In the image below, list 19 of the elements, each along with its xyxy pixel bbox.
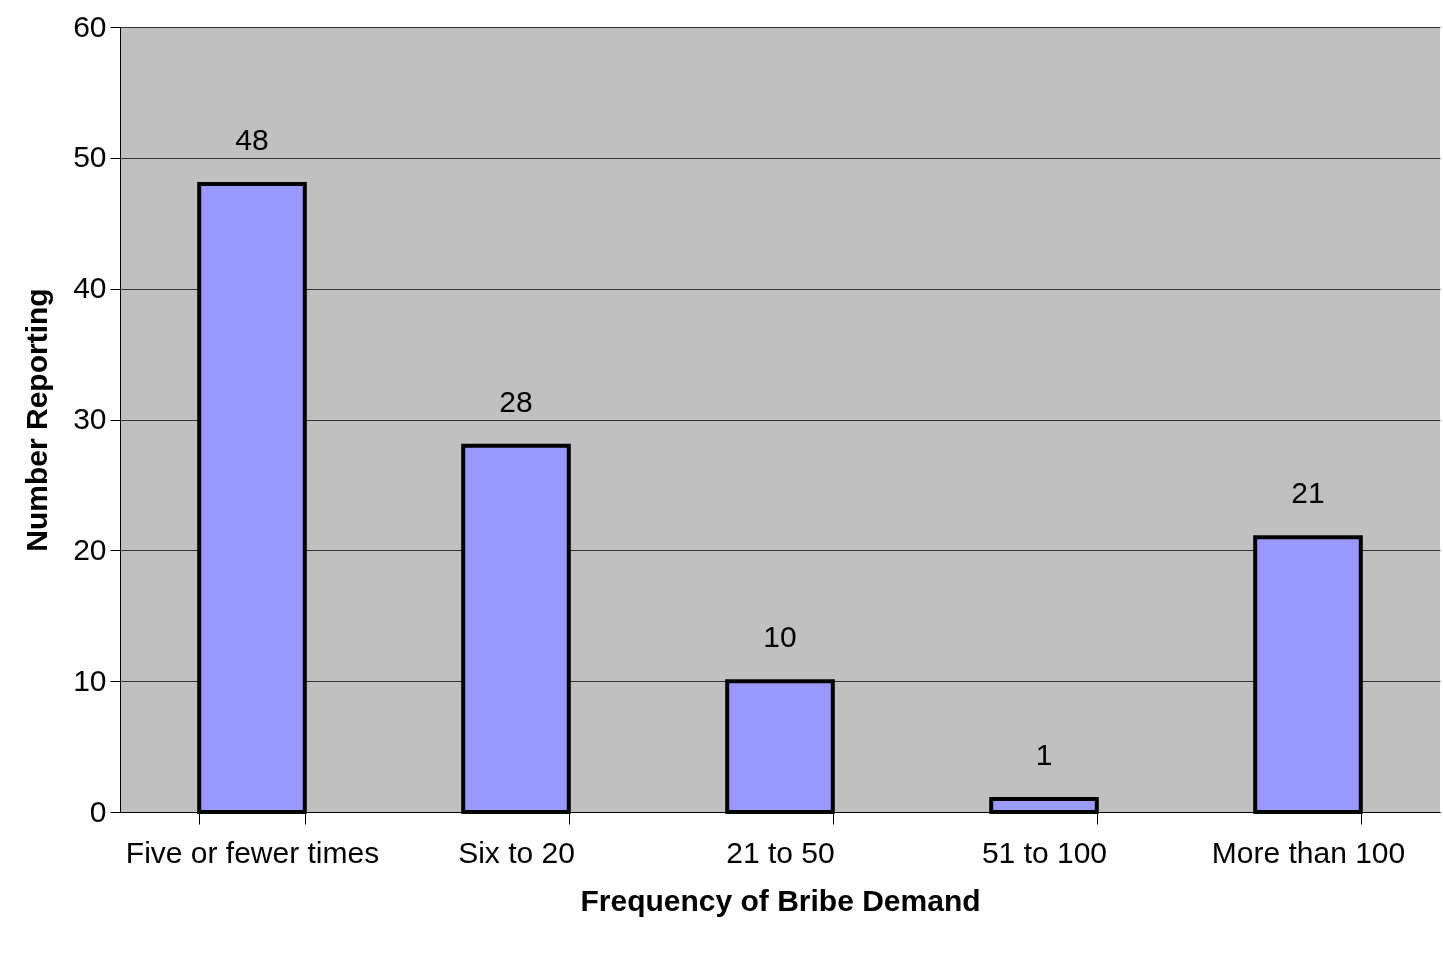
y-tick-label: 40 — [73, 271, 107, 305]
y-tick-label: 50 — [73, 140, 107, 174]
y-tick-label: 30 — [73, 402, 107, 435]
data-label: 48 — [235, 123, 269, 156]
x-tick-label: More than 100 — [1211, 835, 1406, 869]
data-label: 21 — [1291, 476, 1325, 510]
y-tick-label: 20 — [73, 532, 107, 566]
data-label: 10 — [763, 620, 797, 654]
y-axis-title: Number Reporting — [20, 288, 54, 552]
x-tick-label: Five or fewer times — [125, 835, 380, 869]
data-label: 1 — [1035, 737, 1053, 771]
data-label: 28 — [499, 384, 533, 418]
x-tick-label: Six to 20 — [458, 835, 575, 869]
x-axis-title: Frequency of Bribe Demand — [580, 883, 981, 917]
x-tick-label: 51 to 100 — [981, 835, 1108, 869]
x-tick-label: 21 to 50 — [726, 835, 835, 869]
y-tick-label: 60 — [73, 9, 107, 43]
y-tick-label: 10 — [73, 663, 107, 697]
y-tick-label: 0 — [89, 794, 107, 828]
